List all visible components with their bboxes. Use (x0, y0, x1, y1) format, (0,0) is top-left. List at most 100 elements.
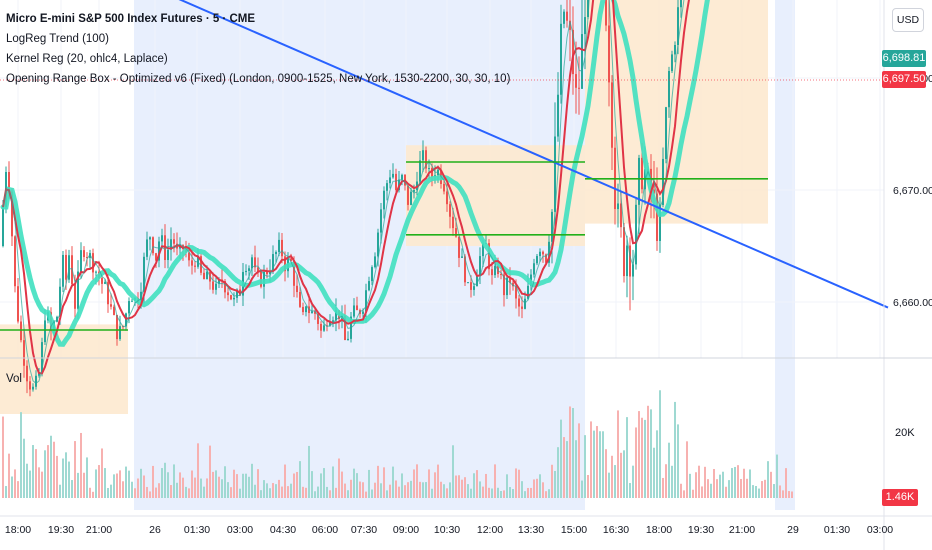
candle-body (536, 256, 538, 264)
candle-body (455, 228, 457, 237)
volume-bar (236, 474, 238, 498)
candle-body (80, 250, 82, 272)
candle-body (194, 265, 196, 267)
candle-body (299, 292, 301, 307)
volume-bar (590, 421, 592, 498)
candle-body (671, 54, 673, 72)
volume-bar (422, 482, 424, 498)
volume-label[interactable]: Vol (6, 373, 22, 385)
volume-bar (281, 486, 283, 498)
volume-bar (503, 490, 505, 498)
time-tick-label: 19:30 (688, 524, 714, 536)
indicator-kernel-label[interactable]: Kernel Reg (20, ohlc4, Laplace) (6, 53, 168, 65)
volume-bar (587, 475, 589, 498)
candle-body (236, 289, 238, 298)
candle-body (35, 375, 37, 387)
volume-bar (80, 432, 82, 498)
time-tick-label: 15:00 (561, 524, 587, 536)
volume-bar (335, 487, 337, 498)
volume-bar (92, 491, 94, 498)
candle-body (560, 23, 562, 95)
indicator-logreg-label[interactable]: LogReg Trend (100) (6, 33, 109, 45)
currency-button[interactable]: USD (892, 8, 924, 32)
candle-body (554, 136, 556, 212)
candle-body (59, 286, 61, 317)
candle-body (347, 338, 349, 340)
volume-bar (710, 483, 712, 498)
candle-body (68, 255, 70, 280)
candle-body (620, 203, 622, 228)
volume-bar (653, 447, 655, 498)
volume-bar (269, 488, 271, 498)
candle-body (533, 263, 535, 275)
volume-axis-label: 20K (895, 427, 915, 439)
volume-bar (488, 487, 490, 498)
volume-bar (158, 483, 160, 498)
kernel-thin-line (2, 0, 685, 384)
candle-body (2, 206, 4, 246)
volume-bar (149, 491, 151, 498)
volume-bar (731, 468, 733, 498)
candle-body (149, 237, 151, 240)
volume-bar (377, 465, 379, 498)
volume-bar (146, 486, 148, 498)
volume-bar (536, 478, 538, 498)
volume-bar (629, 483, 631, 498)
candle-body (41, 342, 43, 373)
candle-body (569, 20, 571, 30)
candle-body (224, 281, 226, 293)
candle-body (629, 245, 631, 277)
volume-bar (161, 468, 163, 498)
volume-bar (56, 455, 58, 498)
volume-bar (704, 466, 706, 498)
candle-body (248, 268, 250, 271)
volume-bar (260, 490, 262, 498)
volume-bar (671, 465, 673, 498)
symbol-title[interactable]: Micro E-mini S&P 500 Index Futures · 5 ·… (6, 13, 256, 25)
candle-body (605, 0, 607, 26)
volume-bar (371, 489, 373, 498)
time-tick-label: 12:00 (477, 524, 503, 536)
candle-body (77, 271, 79, 309)
volume-bar (20, 412, 22, 498)
volume-bar (404, 485, 406, 498)
volume-bar (131, 481, 133, 498)
volume-bar (644, 419, 646, 498)
candle-body (233, 297, 235, 300)
time-tick-label: 21:00 (729, 524, 755, 536)
candle-body (494, 265, 496, 276)
volume-bar (287, 486, 289, 498)
volume-bar (386, 490, 388, 498)
time-axis[interactable]: 18:00 19:30 21:00 26 01:30 03:00 04:30 06:00 07:… (5, 524, 893, 536)
volume-bar (338, 458, 340, 498)
volume-bar (353, 468, 355, 498)
time-tick-label: 01:30 (184, 524, 210, 536)
volume-bar (728, 480, 730, 498)
volume-bar (104, 468, 106, 498)
volume-bar (134, 488, 136, 498)
candle-body (362, 311, 364, 314)
price-axis[interactable]: 6,660.006,670.006,680.006,690.00 (893, 0, 932, 309)
volume-bar (434, 472, 436, 498)
time-tick-label: 10:30 (434, 524, 460, 536)
volume-bar (68, 461, 70, 498)
volume-bar (137, 478, 139, 498)
volume-bar (743, 468, 745, 498)
volume-bar (35, 449, 37, 498)
volume-bar (449, 482, 451, 498)
candle-body (152, 237, 154, 254)
volume-bar (443, 484, 445, 498)
candle-body (431, 168, 433, 177)
candle-body (638, 157, 640, 205)
candle-body (218, 279, 220, 284)
candle-body (245, 270, 247, 273)
candle-body (65, 254, 67, 280)
volume-bar (695, 472, 697, 498)
indicator-orb-label[interactable]: Opening Range Box - Optimized v6 (Fixed)… (6, 73, 511, 85)
candle-body (107, 282, 109, 305)
volume-bar (551, 464, 553, 498)
volume-bar (785, 468, 787, 498)
volume-bar (389, 484, 391, 498)
volume-bar (620, 452, 622, 498)
